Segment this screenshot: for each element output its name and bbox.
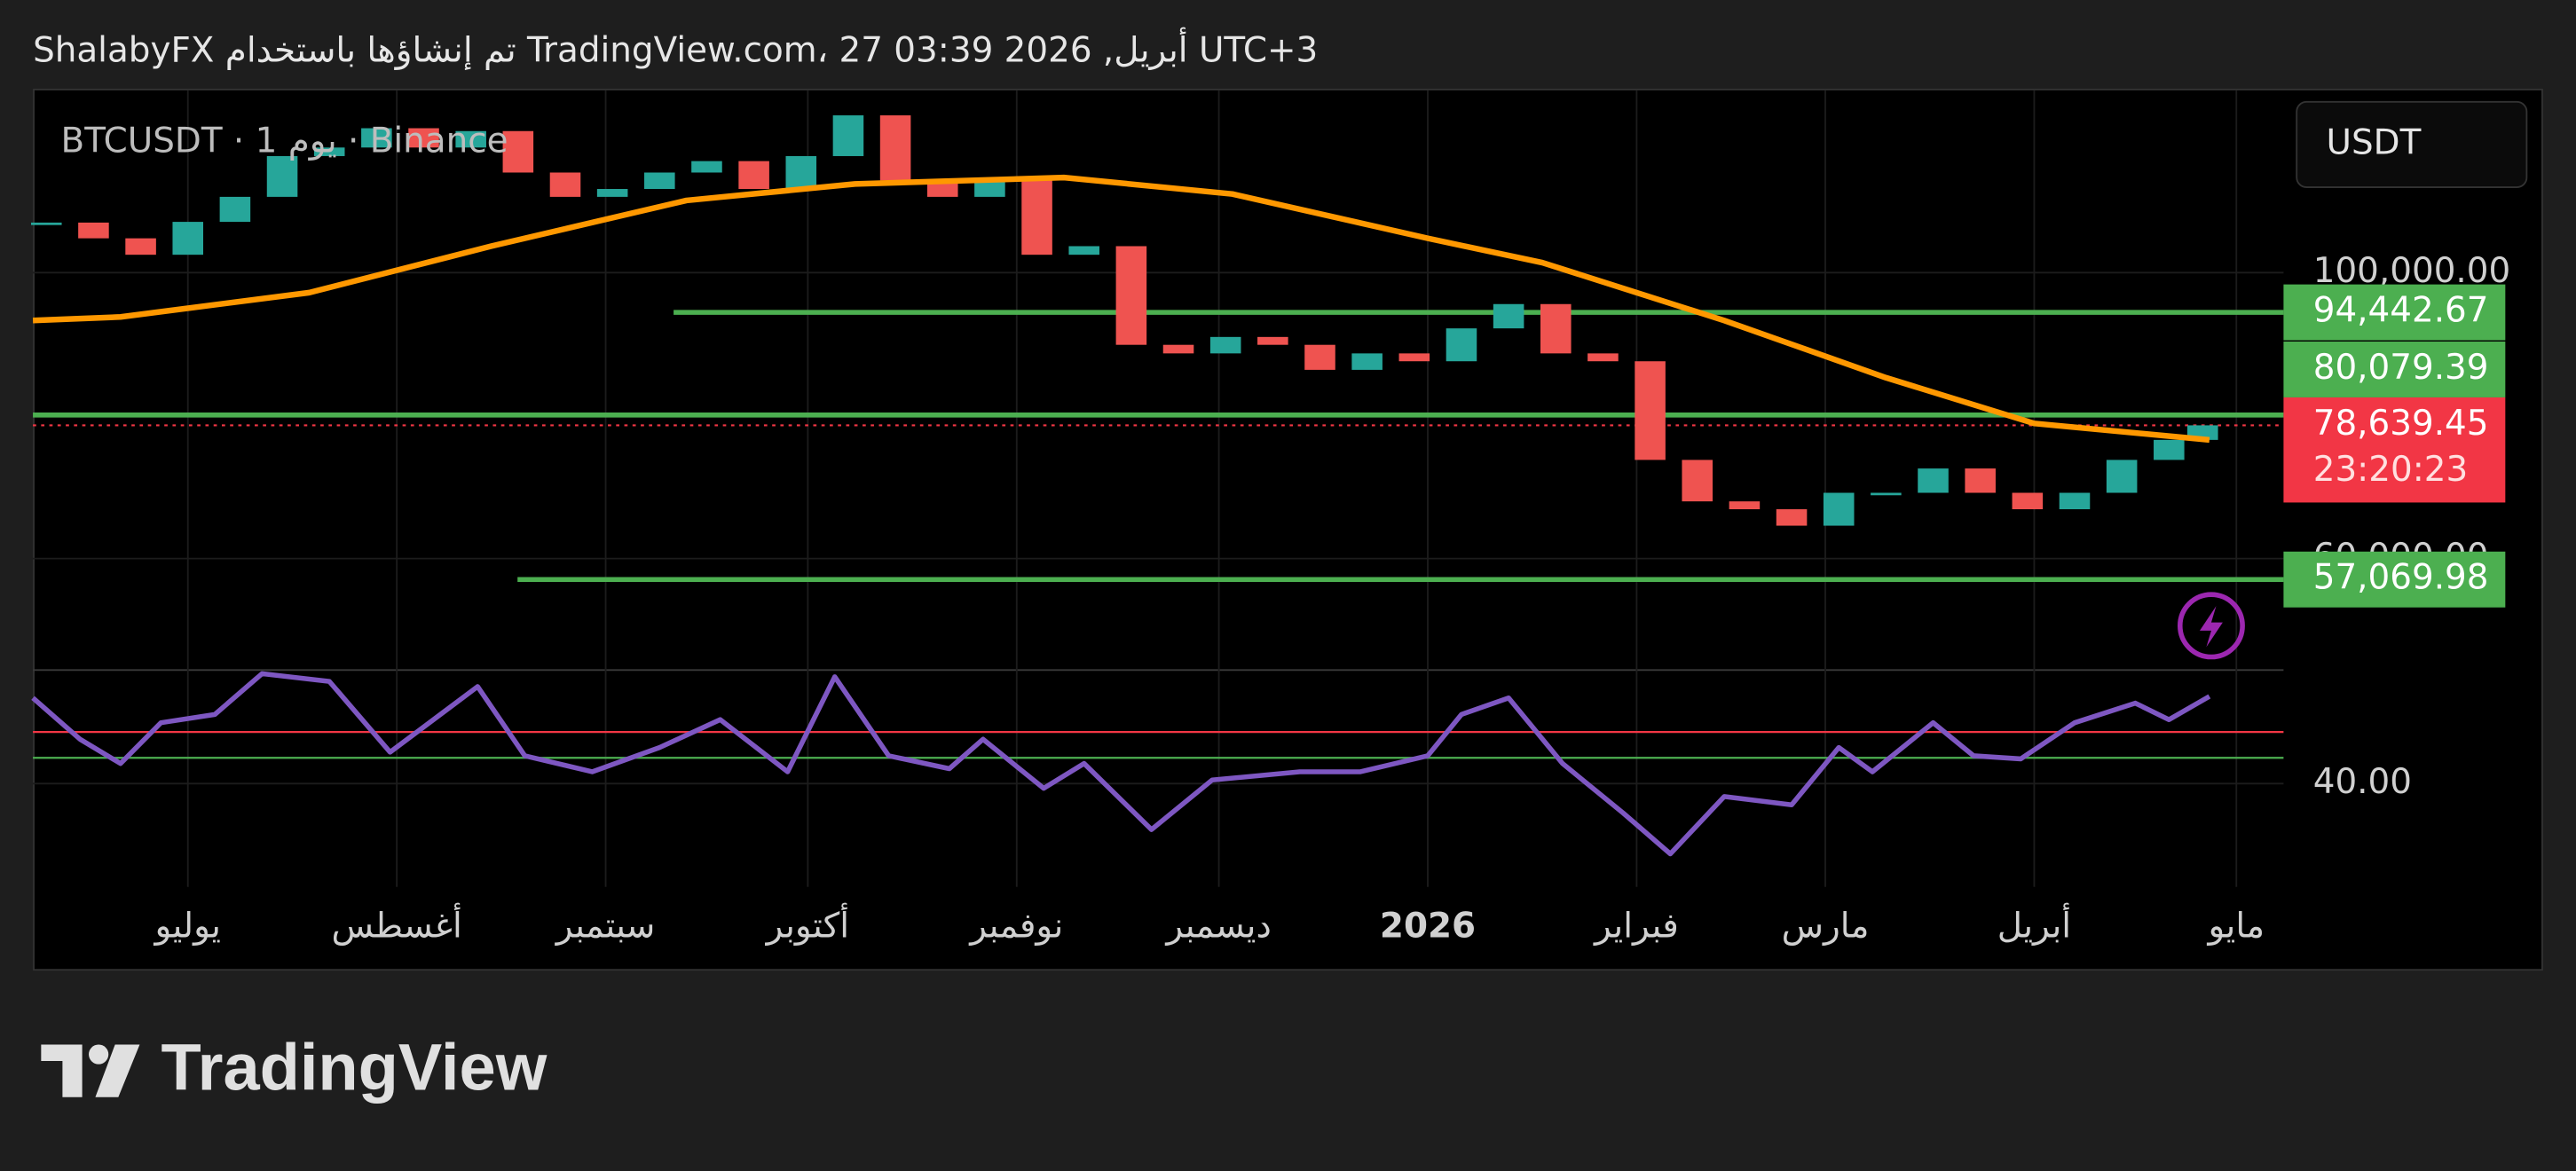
x-tick-label: أبريل [1997, 903, 2071, 947]
rsi-line [31, 671, 2211, 857]
logo-mark [41, 1044, 83, 1097]
candle [1068, 246, 1099, 255]
level-box [2283, 284, 2506, 341]
candle [1871, 492, 1902, 496]
candle [1823, 492, 1855, 526]
candle [1446, 328, 1477, 362]
candle [502, 130, 534, 173]
level-label: 57,069.98 [2313, 558, 2489, 598]
candle [30, 222, 62, 225]
candle [1918, 468, 1949, 493]
candle [1776, 509, 1808, 526]
x-tick-label: سبتمبر [555, 907, 656, 947]
candle [2059, 492, 2091, 510]
x-tick-label: مارس [1782, 907, 1870, 947]
level-label: 80,079.39 [2313, 348, 2489, 388]
candle [2106, 460, 2138, 493]
candle [926, 180, 958, 197]
alert-bolt [2199, 606, 2223, 648]
candle [1115, 246, 1147, 345]
header-title: ShalabyFX تم إنشاؤها باستخدام TradingVie… [33, 28, 1318, 71]
symbol-legend: BTCUSDT · 1 يوم · Binance [61, 122, 508, 161]
candle [2012, 492, 2044, 510]
moving-average [32, 174, 2210, 444]
candle [1587, 353, 1619, 362]
alert-icon[interactable] [2177, 592, 2245, 660]
level-label: 94,442.67 [2313, 291, 2489, 331]
x-tick-label: نوفمبر [968, 907, 1063, 947]
logo-mark [95, 1044, 140, 1097]
candle [832, 115, 864, 156]
candle [361, 128, 392, 148]
last-price-label: 78,639.45 [2313, 404, 2489, 444]
candle [1257, 336, 1288, 345]
currency-button[interactable] [2296, 100, 2528, 188]
candle [1398, 353, 1430, 362]
x-tick-label: مايو [2206, 907, 2265, 947]
x-tick-label: يوليو [153, 907, 221, 947]
countdown-label: 23:20:23 [2313, 450, 2469, 490]
candle [596, 189, 628, 197]
candle [1729, 501, 1761, 510]
candle [219, 196, 251, 223]
candle [1965, 468, 1996, 493]
level-box [2283, 551, 2506, 608]
candle [455, 130, 486, 148]
chart-frame [33, 88, 2543, 971]
level-box [2283, 342, 2506, 397]
candle [266, 155, 298, 197]
candle [1304, 344, 1335, 370]
candle [1021, 180, 1052, 255]
candle [2154, 439, 2185, 460]
candle [1635, 361, 1666, 460]
x-tick-label: أكتوبر [765, 903, 849, 947]
y-tick-label: 100,000.00 [2313, 251, 2511, 291]
candle [1162, 344, 1194, 354]
candle [1493, 303, 1524, 329]
candle [408, 128, 439, 148]
x-tick-label: أغسطس [332, 903, 462, 947]
candle [1351, 353, 1383, 370]
logo-text: TradingView [161, 1030, 547, 1104]
candle [172, 222, 204, 255]
logo-mark [89, 1044, 109, 1065]
last-price-box [2283, 397, 2506, 503]
candle [78, 222, 109, 239]
candle [738, 161, 769, 190]
x-tick-label: فبراير [1593, 907, 1679, 947]
x-tick-label: ديسمبر [1164, 907, 1271, 947]
candle [549, 172, 581, 197]
candle [691, 161, 722, 173]
candle [1540, 303, 1572, 354]
candle [879, 115, 911, 181]
candle [785, 155, 817, 190]
candle [644, 172, 675, 190]
candle [125, 238, 156, 255]
candle [1682, 460, 1713, 502]
candle [974, 180, 1005, 197]
candle [313, 147, 345, 156]
x-tick-label: 2026 [1380, 907, 1476, 947]
y-tick-label: 40.00 [2313, 762, 2412, 802]
candle [1209, 336, 1241, 354]
logo: TradingView [41, 1030, 547, 1104]
currency-label[interactable]: USDT [2327, 122, 2422, 162]
